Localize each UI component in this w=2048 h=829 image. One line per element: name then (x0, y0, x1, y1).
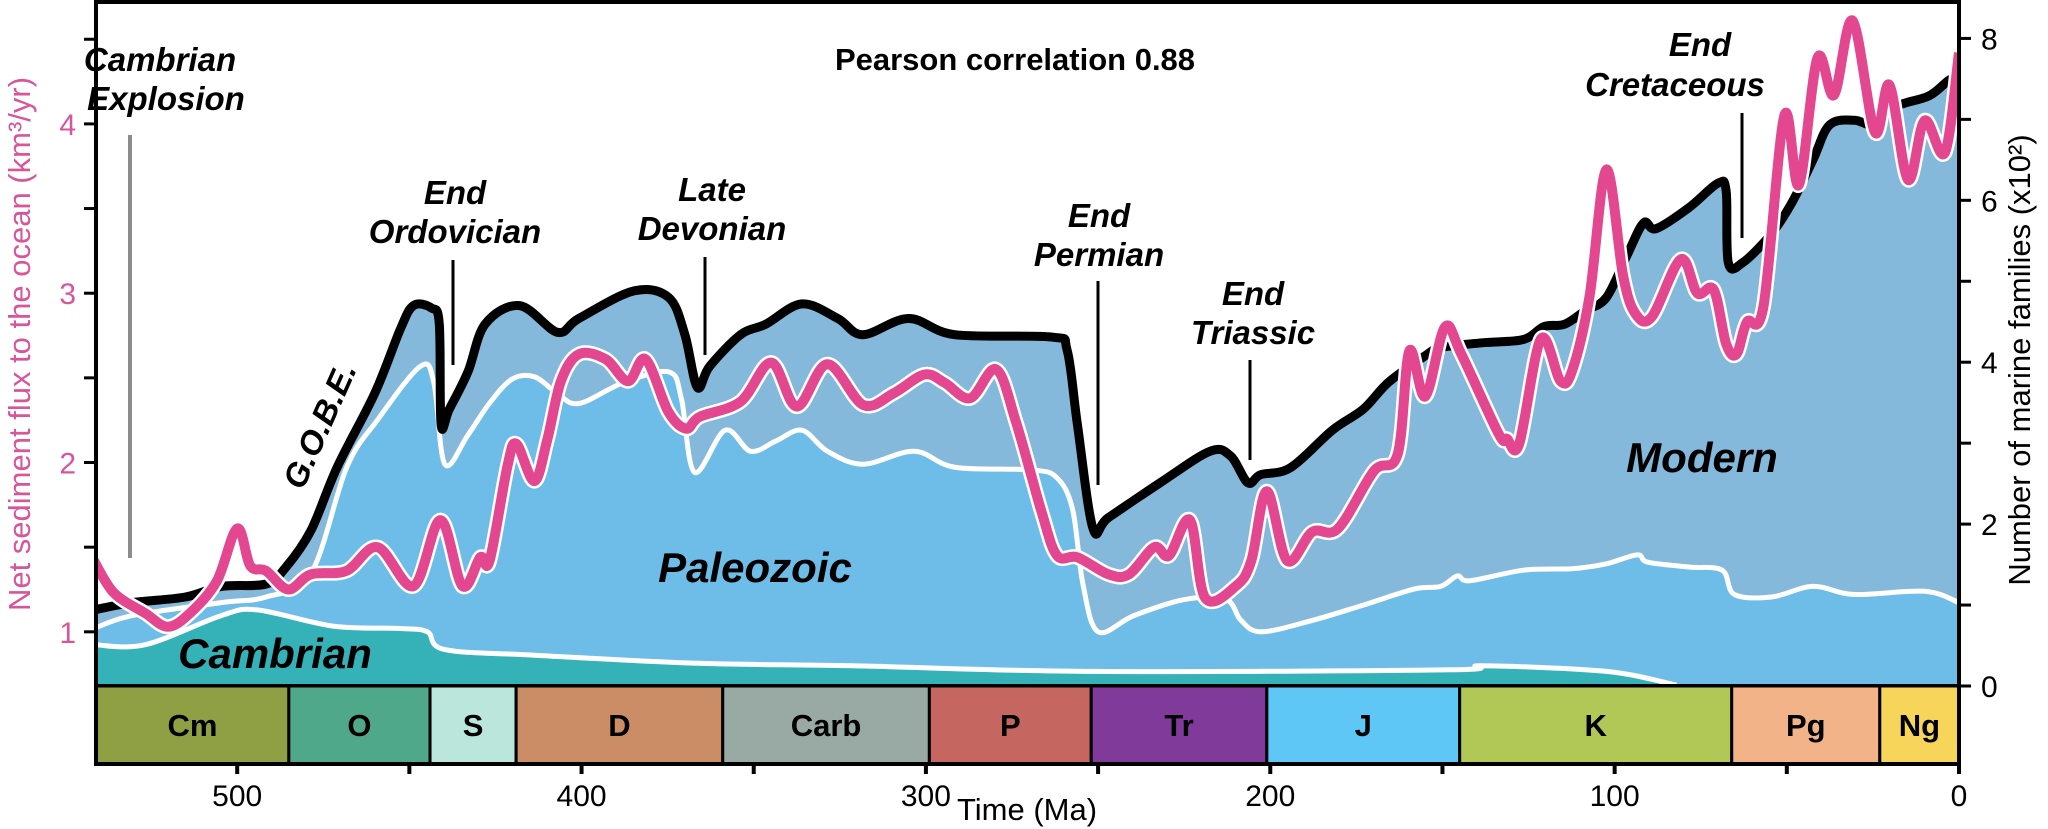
fauna-areas (96, 78, 1959, 686)
total-diversity-line (96, 74, 1959, 615)
y-left-tick-label: 4 (59, 109, 76, 142)
period-carb (721, 684, 931, 766)
y-left-tick-label: 2 (59, 448, 76, 481)
event-end-triassic: End Triassic (1191, 275, 1315, 460)
event-label-line: Late (678, 171, 746, 208)
y-left-axis-label: Net sediment flux to the ocean (km³/yr) (2, 77, 37, 611)
period-label: Carb (791, 708, 862, 743)
period-label: K (1585, 708, 1608, 743)
x-tick-label: 400 (557, 780, 607, 813)
x-tick-label: 100 (1590, 780, 1640, 813)
paleozoic-fauna-area (96, 363, 1959, 686)
event-label-line: Explosion (87, 80, 245, 117)
event-cambrian-explosion: Cambrian Explosion (84, 41, 245, 558)
cambrian-fauna-area (96, 609, 1677, 686)
period-label: Tr (1164, 708, 1193, 743)
y-right-tick-label: 2 (1981, 509, 1998, 542)
event-label-line: Cretaceous (1585, 66, 1765, 103)
period-k (1458, 684, 1734, 766)
axes: 500 400 300 200 100 0 1 2 3 4 0 2 4 6 8 (59, 23, 1997, 813)
period-label: Cm (167, 708, 217, 743)
event-end-ordovician: End Ordovician (369, 174, 541, 365)
paleozoic-boundary-line (96, 361, 1959, 636)
period-s (428, 684, 518, 766)
period-label: J (1355, 708, 1372, 743)
event-label-line: Permian (1034, 236, 1164, 273)
plot-frame (94, 0, 1961, 766)
event-label-line: End (1222, 275, 1285, 312)
event-label-line: Devonian (638, 210, 787, 247)
fauna-label-paleozoic: Paleozoic (658, 544, 852, 591)
period-label: Pg (1786, 708, 1826, 743)
x-tick-label: 0 (1951, 780, 1968, 813)
y-right-tick-label: 6 (1981, 185, 1998, 218)
event-label-line: Cambrian (84, 41, 236, 78)
period-j (1265, 684, 1462, 766)
sediment-flux-line (96, 15, 1959, 632)
x-axis-label: Time (Ma) (957, 792, 1097, 827)
event-label-line: End (1669, 26, 1732, 63)
event-end-cretaceous: End Cretaceous (1585, 26, 1765, 238)
y-left-tick-label: 3 (59, 278, 76, 311)
y-right-tick-label: 8 (1981, 23, 1998, 56)
cambrian-boundary-line (96, 606, 1678, 686)
event-end-permian: End Permian (1034, 197, 1164, 485)
y-right-tick-label: 0 (1981, 671, 1998, 704)
period-p (927, 684, 1093, 766)
series-lines (96, 13, 1959, 686)
y-right-tick-label: 4 (1981, 347, 1998, 380)
period-ng (1878, 684, 1961, 766)
period-label: Ng (1899, 708, 1940, 743)
x-tick-label: 200 (1245, 780, 1295, 813)
event-label-line: End (1068, 197, 1131, 234)
event-label-line: Triassic (1191, 314, 1315, 351)
y-right-axis-label: Number of marine families (x10²) (2002, 134, 2037, 585)
fauna-label-modern: Modern (1626, 434, 1778, 481)
x-tick-label: 300 (901, 780, 951, 813)
period-label: S (463, 708, 484, 743)
period-label: D (608, 708, 630, 743)
pearson-annotation: Pearson correlation 0.88 (835, 42, 1195, 77)
geologic-timescale: Cm O S D Carb P Tr J K Pg Ng (94, 684, 1961, 766)
fauna-label-cambrian: Cambrian (178, 630, 372, 677)
x-tick-label: 500 (212, 780, 262, 813)
event-late-devonian: Late Devonian (638, 171, 787, 355)
y-left-tick-label: 1 (59, 617, 76, 650)
period-label: O (347, 708, 371, 743)
event-label-line: Ordovician (369, 213, 541, 250)
period-label: P (1000, 708, 1021, 743)
event-label-line: End (424, 174, 487, 211)
